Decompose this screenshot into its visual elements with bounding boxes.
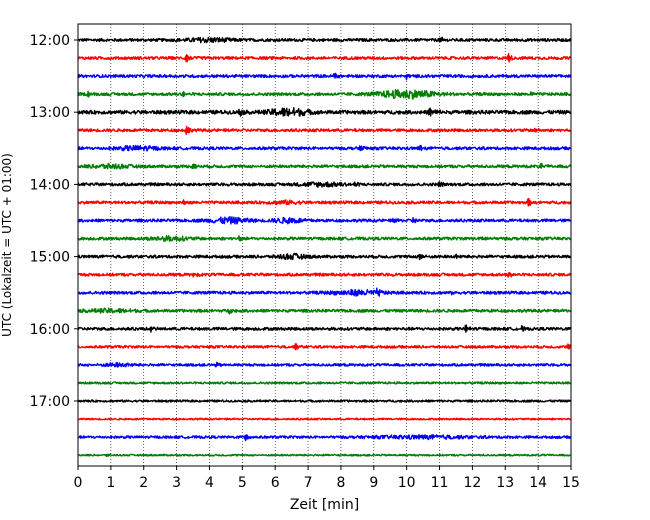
x-tick-label: 5 <box>238 475 247 491</box>
trace-1515 <box>77 271 572 278</box>
plot-frame <box>77 23 572 467</box>
y-axis-label: UTC (Lokalzeit = UTC + 01:00) <box>0 153 14 337</box>
x-tick-label: 6 <box>271 475 280 491</box>
trace-1315 <box>77 125 572 136</box>
trace-1345 <box>77 162 572 170</box>
trace-1715 <box>77 417 572 421</box>
x-tick-label: 4 <box>205 475 214 491</box>
x-tick-label: 1 <box>106 475 115 491</box>
y-tick-label: 16:00 <box>30 322 70 338</box>
x-tick-label: 9 <box>369 475 378 491</box>
trace-1330 <box>77 144 572 152</box>
trace-1500 <box>77 252 572 261</box>
trace-1200 <box>77 36 572 44</box>
x-tick-label: 8 <box>336 475 345 491</box>
trace-1730 <box>77 434 572 442</box>
y-tick-label: 12:00 <box>30 33 70 49</box>
x-axis-ticks: 0 1 2 3 4 5 6 7 8 9 10 11 12 13 14 15 <box>74 466 580 491</box>
x-tick-label: 13 <box>496 475 514 491</box>
trace-1645 <box>77 381 572 385</box>
trace-1630 <box>77 361 572 368</box>
trace-1300 <box>77 107 572 117</box>
trace-1400 <box>77 181 572 188</box>
trace-1215 <box>77 52 572 63</box>
y-tick-label: 17:00 <box>30 394 70 410</box>
x-tick-label: 0 <box>74 475 83 491</box>
trace-1430 <box>77 216 572 225</box>
y-tick-label: 13:00 <box>30 105 70 121</box>
y-axis-ticks: 12:00 13:00 14:00 15:00 16:00 17:00 <box>30 33 78 410</box>
trace-1545 <box>77 307 572 315</box>
x-tick-label: 2 <box>139 475 148 491</box>
trace-1245 <box>77 89 572 100</box>
trace-1600 <box>77 324 572 333</box>
trace-rows <box>77 36 572 458</box>
trace-1445 <box>77 235 572 243</box>
trace-1615 <box>77 343 572 351</box>
trace-1415 <box>77 197 572 207</box>
x-tick-label: 14 <box>529 475 547 491</box>
trace-1230 <box>77 72 572 81</box>
y-tick-label: 14:00 <box>30 177 70 193</box>
x-tick-label: 7 <box>304 475 313 491</box>
trace-1700 <box>77 399 572 403</box>
trace-1530 <box>77 287 572 297</box>
x-tick-label: 15 <box>562 475 580 491</box>
y-tick-label: 15:00 <box>30 250 70 266</box>
x-tick-label: 12 <box>463 475 481 491</box>
x-tick-label: 10 <box>398 475 416 491</box>
x-tick-label: 11 <box>431 475 449 491</box>
x-tick-label: 3 <box>172 475 181 491</box>
x-axis-label: Zeit [min] <box>290 497 359 513</box>
trace-1745 <box>77 453 572 458</box>
